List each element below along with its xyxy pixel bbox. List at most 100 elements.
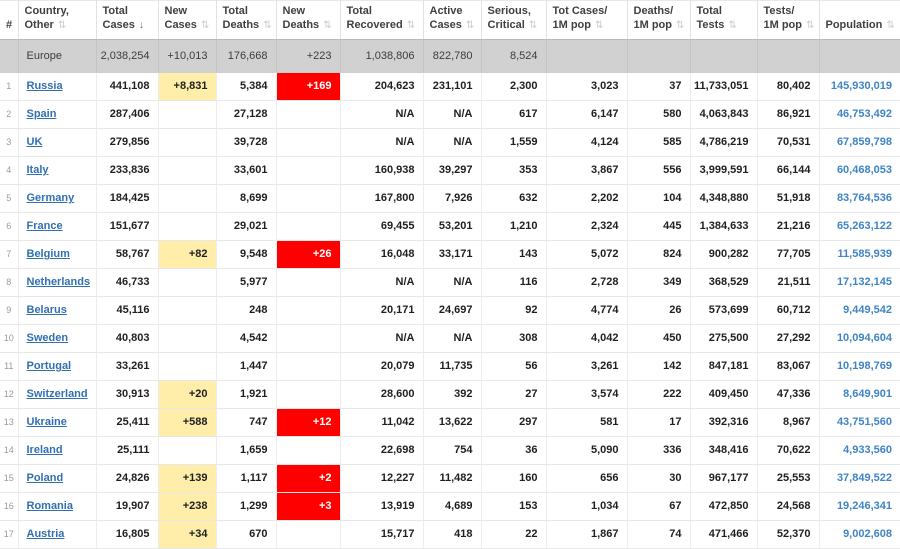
cell-total-recovered: 12,227 xyxy=(340,464,424,493)
country-link[interactable]: Sweden xyxy=(26,332,69,345)
country-link[interactable]: Austria xyxy=(26,528,65,541)
col-header-total-cases[interactable]: Total Cases ↓ xyxy=(96,0,159,40)
cell-tests-per-1m: 77,705 xyxy=(757,240,820,269)
table-row: 10 Sweden 40,803 4,542 N/A N/A 308 4,042 450 275,… xyxy=(0,324,900,353)
country-link[interactable]: Russia xyxy=(26,80,63,93)
col-header-label: Tests/1M pop xyxy=(763,5,803,32)
cell-new-cases xyxy=(158,296,217,325)
cell-active-cases: N/A xyxy=(423,128,482,157)
cell-total-recovered: 16,048 xyxy=(340,240,424,269)
cell-serious-critical: 27 xyxy=(481,380,547,409)
sort-toggle-icon: ⇅ xyxy=(465,20,475,32)
col-header-population[interactable]: Population ⇅ xyxy=(819,0,900,40)
cell-cases-per-1m: 4,042 xyxy=(546,324,628,353)
cell-row-number: 16 xyxy=(0,492,19,521)
cell-tests-per-1m xyxy=(757,39,820,73)
cell-new-deaths: +2 xyxy=(276,464,341,493)
cell-total-tests: 4,348,880 xyxy=(690,184,758,213)
country-link[interactable]: Ireland xyxy=(26,444,63,457)
cell-row-number: 10 xyxy=(0,324,19,353)
cell-tests-per-1m: 8,967 xyxy=(757,408,820,437)
cell-total-deaths: 39,728 xyxy=(216,128,277,157)
cell-cases-per-1m: 4,124 xyxy=(546,128,628,157)
cell-active-cases: 822,780 xyxy=(423,39,482,73)
cell-cases-per-1m: 2,202 xyxy=(546,184,628,213)
country-link[interactable]: France xyxy=(26,220,63,233)
cell-new-cases: +10,013 xyxy=(158,39,217,73)
cell-total-tests: 275,500 xyxy=(690,324,758,353)
cell-deaths-per-1m: 349 xyxy=(627,268,691,297)
country-link[interactable]: Belarus xyxy=(26,304,67,317)
col-header-total-recovered[interactable]: Total Recovered ⇅ xyxy=(340,0,424,40)
cell-population xyxy=(819,39,900,73)
cell-serious-critical: 1,210 xyxy=(481,212,547,241)
col-header-tests-per-1m[interactable]: Tests/1M pop ⇅ xyxy=(757,0,820,40)
cell-population: 17,132,145 xyxy=(819,268,900,297)
cell-population: 43,751,560 xyxy=(819,408,900,437)
cell-deaths-per-1m: 74 xyxy=(627,520,691,549)
cell-total-tests: 348,416 xyxy=(690,436,758,465)
col-header-cases-per-1m[interactable]: Tot Cases/1M pop ⇅ xyxy=(546,0,628,40)
cell-serious-critical: 153 xyxy=(481,492,547,521)
cell-row-number: 13 xyxy=(0,408,19,437)
cell-new-deaths xyxy=(276,100,341,129)
cell-row-number: 2 xyxy=(0,100,19,129)
cell-total-cases: 16,805 xyxy=(96,520,159,549)
country-link[interactable]: Netherlands xyxy=(26,276,91,289)
cell-total-deaths: 5,977 xyxy=(216,268,277,297)
cell-total-cases: 25,411 xyxy=(96,408,159,437)
cell-population: 46,753,492 xyxy=(819,100,900,129)
cell-total-deaths: 747 xyxy=(216,408,277,437)
cell-deaths-per-1m: 445 xyxy=(627,212,691,241)
country-link[interactable]: Portugal xyxy=(26,360,72,373)
cell-total-tests: 967,177 xyxy=(690,464,758,493)
country-link[interactable]: Ukraine xyxy=(26,416,67,429)
col-header-label: Total Deaths xyxy=(222,5,260,32)
cell-new-deaths: +169 xyxy=(276,72,341,101)
cell-population: 83,764,536 xyxy=(819,184,900,213)
country-link[interactable]: Switzerland xyxy=(26,388,88,401)
cell-row-number: 14 xyxy=(0,436,19,465)
cell-deaths-per-1m: 30 xyxy=(627,464,691,493)
cell-total-recovered: N/A xyxy=(340,100,424,129)
cell-total-tests: 847,181 xyxy=(690,352,758,381)
col-header-country[interactable]: Country, Other ⇅ xyxy=(18,0,97,40)
cell-population: 19,246,341 xyxy=(819,492,900,521)
col-header-active-cases[interactable]: Active Cases ⇅ xyxy=(423,0,482,40)
cell-total-deaths: 176,668 xyxy=(216,39,277,73)
country-link[interactable]: Belgium xyxy=(26,248,70,261)
cell-serious-critical: 308 xyxy=(481,324,547,353)
table-row: 12 Switzerland 30,913 +20 1,921 28,600 392 27 3,… xyxy=(0,380,900,409)
col-header-deaths-per-1m[interactable]: Deaths/1M pop ⇅ xyxy=(627,0,691,40)
country-link[interactable]: Romania xyxy=(26,500,73,513)
col-header-new-cases[interactable]: New Cases ⇅ xyxy=(158,0,217,40)
cell-population: 9,449,542 xyxy=(819,296,900,325)
col-header-serious-critical[interactable]: Serious, Critical ⇅ xyxy=(481,0,547,40)
table-row: 2 Spain 287,406 27,128 N/A N/A 617 6,147 580 4,06… xyxy=(0,100,900,129)
cell-total-deaths: 33,601 xyxy=(216,156,277,185)
cell-new-deaths xyxy=(276,324,341,353)
cell-country: Romania xyxy=(18,492,97,521)
country-link[interactable]: Spain xyxy=(26,108,57,121)
table-row: 14 Ireland 25,111 1,659 22,698 754 36 5,090 336 3… xyxy=(0,436,900,465)
cell-active-cases: 4,689 xyxy=(423,492,482,521)
cell-total-deaths: 670 xyxy=(216,520,277,549)
table-row: 17 Austria 16,805 +34 670 15,717 418 22 1,867 74 4… xyxy=(0,520,900,549)
country-link[interactable]: Italy xyxy=(26,164,49,177)
cell-deaths-per-1m: 26 xyxy=(627,296,691,325)
country-link[interactable]: UK xyxy=(26,136,43,149)
cell-total-recovered: 1,038,806 xyxy=(340,39,424,73)
country-link[interactable]: Poland xyxy=(26,472,64,485)
cell-country: Italy xyxy=(18,156,97,185)
cell-total-deaths: 1,117 xyxy=(216,464,277,493)
country-link[interactable]: Germany xyxy=(26,192,75,205)
col-header-total-tests[interactable]: Total Tests ⇅ xyxy=(690,0,758,40)
cell-population: 37,849,522 xyxy=(819,464,900,493)
cell-active-cases: 53,201 xyxy=(423,212,482,241)
col-header-total-deaths[interactable]: Total Deaths ⇅ xyxy=(216,0,277,40)
table-row: 1 Russia 441,108 +8,831 5,384 +169 204,623 231,… xyxy=(0,72,900,101)
cell-serious-critical: 2,300 xyxy=(481,72,547,101)
col-header-new-deaths[interactable]: New Deaths ⇅ xyxy=(276,0,341,40)
cell-tests-per-1m: 86,921 xyxy=(757,100,820,129)
cell-row-number: 9 xyxy=(0,296,19,325)
